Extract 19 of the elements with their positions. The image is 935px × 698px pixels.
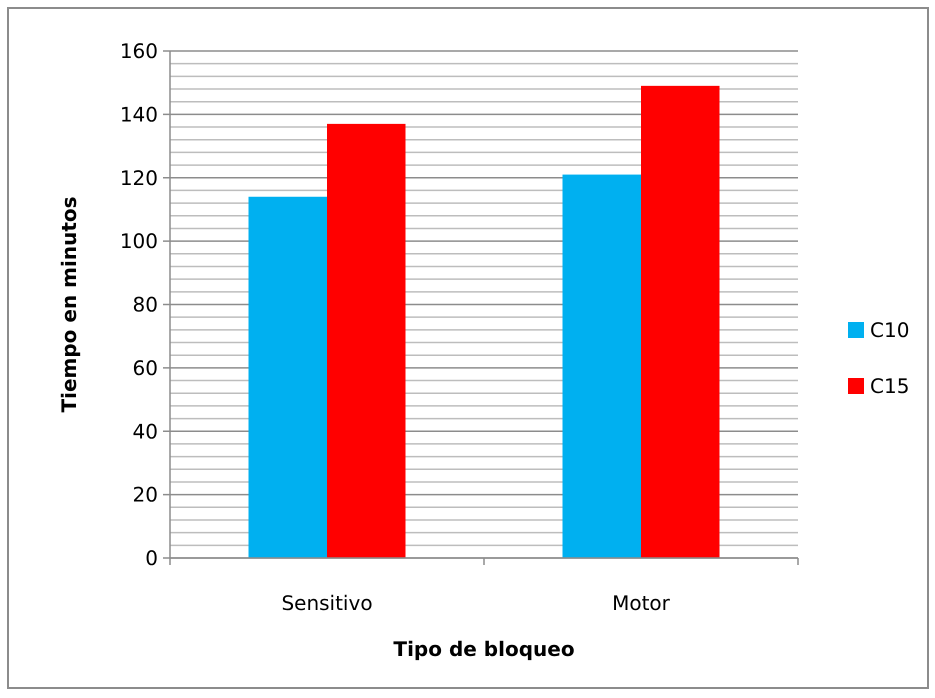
y-tick-label: 140 xyxy=(120,102,158,126)
y-tick-label: 80 xyxy=(132,292,158,316)
y-tick-label: 20 xyxy=(132,482,158,507)
x-tick-label: Motor xyxy=(612,591,671,615)
y-tick-label: 160 xyxy=(120,39,158,63)
y-tick-label: 60 xyxy=(132,356,158,380)
y-tick-label: 120 xyxy=(120,166,158,190)
legend-label: C10 xyxy=(870,318,910,342)
bar xyxy=(562,174,641,558)
x-tick-label: Sensitivo xyxy=(281,591,373,615)
x-axis-title: Tipo de bloqueo xyxy=(393,637,575,661)
y-tick-label: 40 xyxy=(132,419,158,444)
bar xyxy=(641,86,720,558)
bar xyxy=(248,196,327,558)
y-tick-label: 0 xyxy=(145,546,158,570)
bar xyxy=(327,124,406,558)
legend-label: C15 xyxy=(870,374,910,398)
y-tick-label: 100 xyxy=(120,229,158,254)
y-axis-title: Tiempo en minutos xyxy=(57,196,81,413)
